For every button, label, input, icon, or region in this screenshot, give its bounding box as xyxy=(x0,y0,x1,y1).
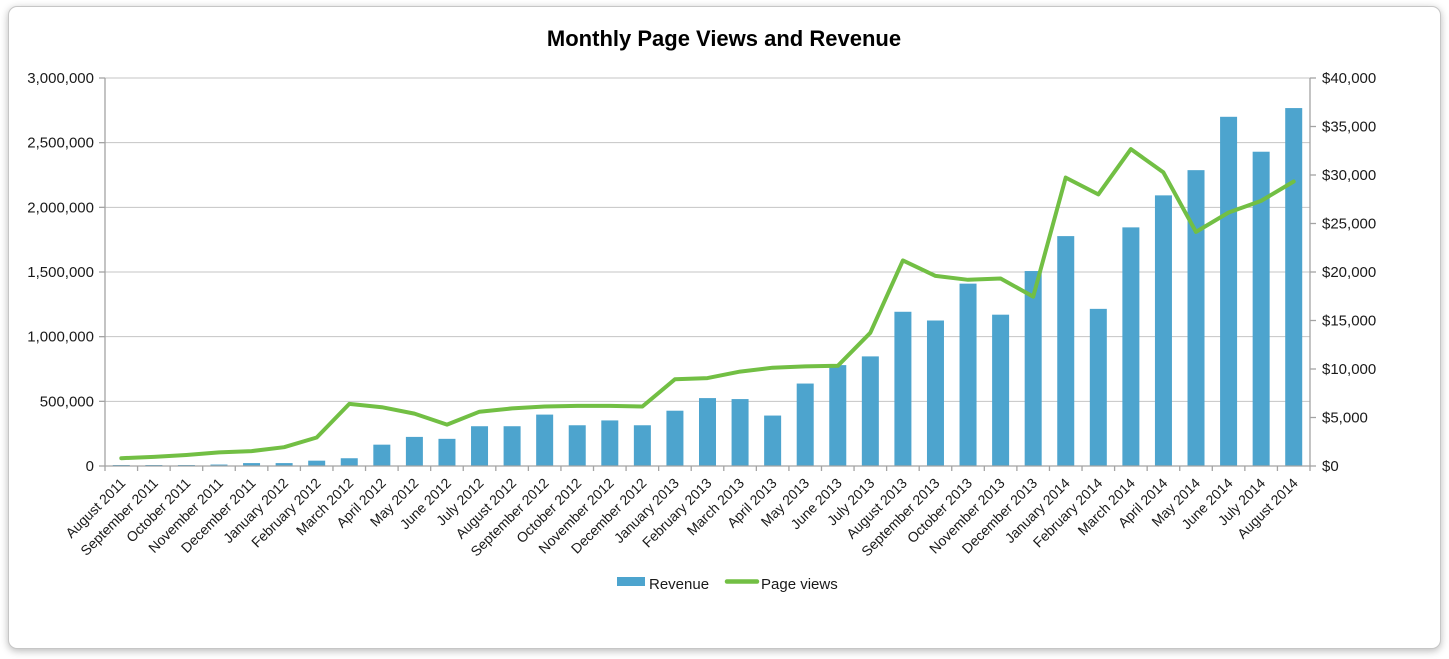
left-axis-tick-label: 1,000,000 xyxy=(27,329,94,346)
revenue-bar xyxy=(405,436,423,466)
revenue-bar xyxy=(666,410,684,466)
left-axis-tick-label: 2,000,000 xyxy=(27,199,94,216)
left-axis-tick-label: 1,500,000 xyxy=(27,264,94,281)
revenue-bar xyxy=(1252,151,1270,466)
revenue-bar xyxy=(568,425,586,466)
chart-title: Monthly Page Views and Revenue xyxy=(547,26,901,51)
right-axis-tick-label: $0 xyxy=(1322,458,1339,475)
revenue-bar xyxy=(340,458,358,466)
revenue-bar xyxy=(926,320,944,466)
revenue-bar xyxy=(210,464,228,466)
revenue-bar xyxy=(503,426,521,466)
revenue-bar xyxy=(1122,227,1140,466)
right-axis-tick-label: $30,000 xyxy=(1322,167,1376,184)
revenue-bar xyxy=(731,399,749,466)
revenue-bar xyxy=(894,311,912,466)
page-views-line xyxy=(119,147,1296,461)
revenue-bar xyxy=(1154,195,1172,466)
revenue-bar xyxy=(829,365,847,466)
revenue-bar xyxy=(861,356,879,466)
revenue-bar xyxy=(471,426,489,466)
revenue-bar xyxy=(438,438,456,466)
revenue-bar xyxy=(959,283,977,466)
revenue-bar xyxy=(373,444,391,466)
revenue-bar xyxy=(1089,308,1107,466)
revenue-bar xyxy=(243,463,261,466)
right-axis-tick-label: $10,000 xyxy=(1322,361,1376,378)
right-axis-tick-label: $5,000 xyxy=(1322,410,1368,427)
revenue-bar xyxy=(1057,236,1075,466)
right-axis-tick-label: $40,000 xyxy=(1322,70,1376,87)
revenue-bar xyxy=(992,314,1010,466)
revenue-bar xyxy=(601,420,619,466)
revenue-bar xyxy=(1024,271,1042,466)
legend-page-views-label: Page views xyxy=(761,576,838,593)
revenue-bar xyxy=(699,398,716,466)
legend-revenue-label: Revenue xyxy=(649,576,709,593)
legend-revenue-swatch xyxy=(617,577,645,586)
left-axis-tick-label: 3,000,000 xyxy=(27,70,94,87)
left-axis-tick-label: 2,500,000 xyxy=(27,135,94,152)
revenue-bar xyxy=(1285,108,1303,466)
revenue-bar xyxy=(1220,116,1238,467)
right-axis-tick-label: $25,000 xyxy=(1322,216,1376,233)
revenue-bar xyxy=(275,463,293,466)
right-axis-tick-label: $20,000 xyxy=(1322,264,1376,281)
revenue-bar xyxy=(764,415,782,466)
revenue-bar xyxy=(633,425,651,466)
revenue-bar xyxy=(1187,170,1205,466)
right-axis-tick-label: $15,000 xyxy=(1322,313,1376,330)
left-axis-tick-label: 500,000 xyxy=(40,393,94,410)
revenue-bar xyxy=(536,414,554,466)
revenue-bar xyxy=(796,383,814,466)
left-axis-tick-label: 0 xyxy=(86,458,94,475)
right-axis-tick-label: $35,000 xyxy=(1322,119,1376,136)
revenue-bar xyxy=(308,460,326,466)
